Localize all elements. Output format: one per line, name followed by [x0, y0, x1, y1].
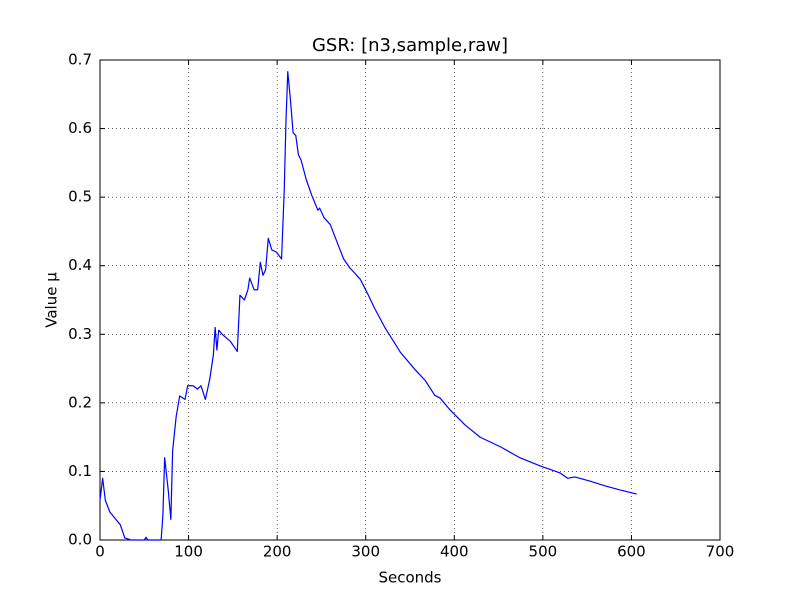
- x-axis-label: Seconds: [378, 569, 441, 587]
- data-line: [99, 71, 637, 541]
- y-axis-label: Value µ: [43, 272, 61, 328]
- y-tick-label: 0.4: [68, 256, 92, 274]
- y-tick-label: 0.3: [68, 325, 92, 343]
- x-tick-label: 200: [263, 543, 292, 561]
- y-tick-label: 0.0: [68, 531, 92, 549]
- y-tick-label: 0.5: [68, 188, 92, 206]
- y-tick-label: 0.1: [68, 462, 92, 480]
- chart-title: GSR: [n3,sample,raw]: [312, 35, 508, 56]
- x-tick-label: 500: [529, 543, 558, 561]
- x-tick-label: 300: [351, 543, 380, 561]
- x-tick-label: 100: [174, 543, 203, 561]
- x-tick-label: 600: [617, 543, 646, 561]
- y-tick-label: 0.7: [68, 51, 92, 69]
- x-tick-label: 400: [440, 543, 469, 561]
- y-tick-label: 0.2: [68, 393, 92, 411]
- plot-frame: [99, 59, 721, 541]
- x-tick-label: 0: [95, 543, 105, 561]
- x-tick-label: 700: [706, 543, 735, 561]
- y-tick-label: 0.6: [68, 119, 92, 137]
